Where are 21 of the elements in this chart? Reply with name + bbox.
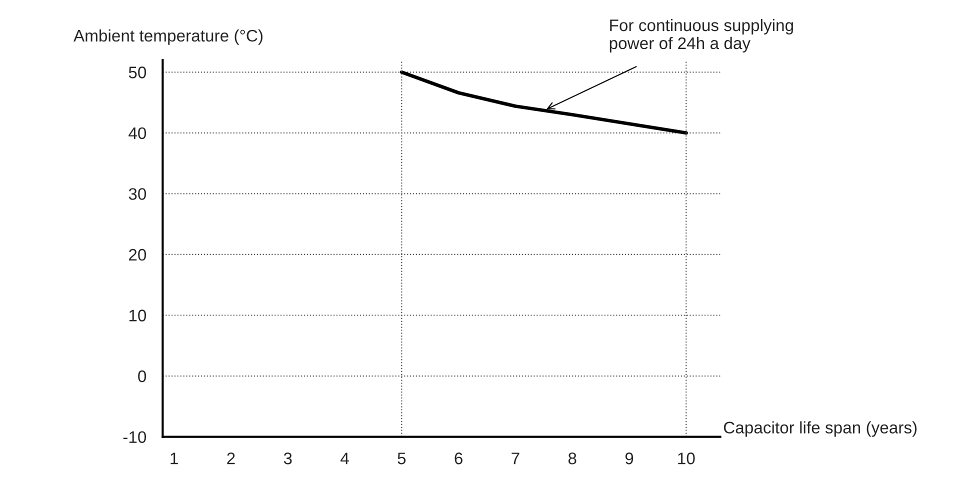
x-tick-label: 10 bbox=[678, 452, 695, 464]
y-tick-label: 0 bbox=[138, 370, 146, 382]
x-tick-label: 5 bbox=[398, 452, 406, 464]
y-tick-label: 40 bbox=[128, 127, 146, 140]
line-series bbox=[400, 70, 688, 135]
x-tick-label: 8 bbox=[568, 452, 576, 464]
x-tick-label: 1 bbox=[170, 452, 178, 464]
y-tick-label: 30 bbox=[128, 188, 146, 200]
y-tick-label: 20 bbox=[129, 248, 146, 261]
x-tick-label: 6 bbox=[454, 452, 462, 464]
x-tick-label: 7 bbox=[512, 452, 520, 464]
x-tick-label: 3 bbox=[284, 452, 292, 464]
x-tick-label: 9 bbox=[625, 452, 634, 464]
y-tick-label: 10 bbox=[129, 310, 146, 322]
y-axis-title: Ambient temperature (°C) bbox=[73, 29, 262, 45]
y-tick-label: 50 bbox=[128, 66, 146, 78]
x-axis-title: Capacitor life span (years) bbox=[724, 421, 917, 437]
x-tick-label: 2 bbox=[227, 452, 235, 464]
y-tick-label: -10 bbox=[123, 431, 146, 444]
annotation: For continuous supplying power of 24h a day bbox=[610, 18, 793, 52]
x-tick-label: 4 bbox=[340, 452, 349, 464]
